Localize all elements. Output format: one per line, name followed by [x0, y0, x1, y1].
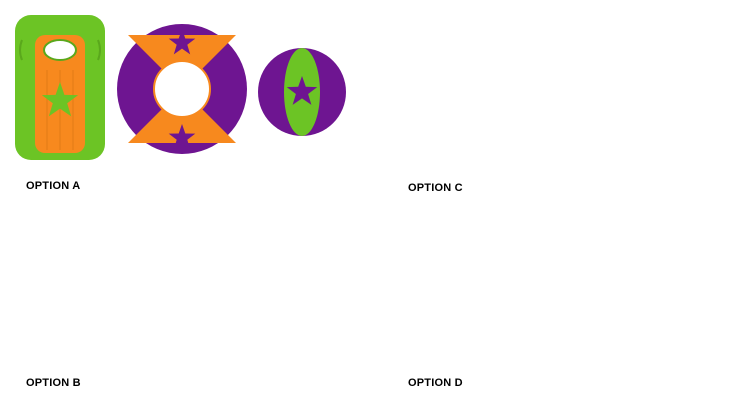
star-icon — [168, 29, 196, 55]
option-a-float-mat — [15, 15, 105, 160]
option-a-beach-ball — [258, 48, 346, 136]
option-a-label: OPTION A — [26, 180, 81, 192]
star-icon — [286, 76, 318, 105]
option-c-label: OPTION C — [408, 182, 463, 194]
star-icon — [168, 124, 196, 150]
option-d-label: OPTION D — [408, 377, 463, 389]
option-b-label: OPTION B — [26, 377, 81, 389]
star-icon — [41, 82, 79, 117]
